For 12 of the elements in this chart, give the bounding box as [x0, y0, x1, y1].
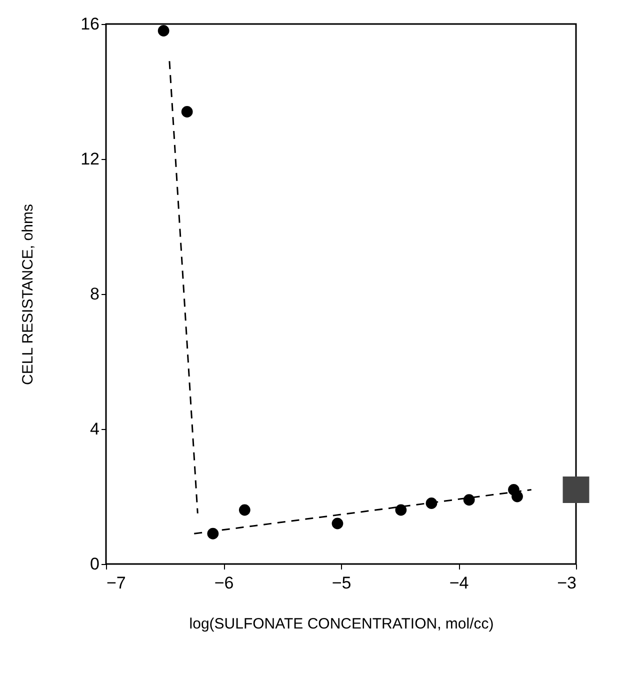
- y-tick-label: 4: [90, 420, 100, 438]
- x-tick-label: −4: [449, 574, 469, 592]
- x-tick-label: −6: [214, 574, 234, 592]
- x-tick-label: −3: [557, 574, 576, 592]
- x-tick-label: −7: [106, 574, 126, 592]
- x-axis-title: log(SULFONATE CONCENTRATION, mol/cc): [189, 616, 494, 632]
- y-tick-label: 8: [90, 284, 100, 304]
- y-tick-label: 16: [80, 14, 100, 34]
- x-tick-label: −5: [332, 574, 352, 592]
- y-tick-label: 12: [80, 150, 100, 168]
- y-tick-label: 0: [90, 554, 100, 574]
- y-axis-title: CELL RESISTANCE, ohms: [20, 204, 37, 385]
